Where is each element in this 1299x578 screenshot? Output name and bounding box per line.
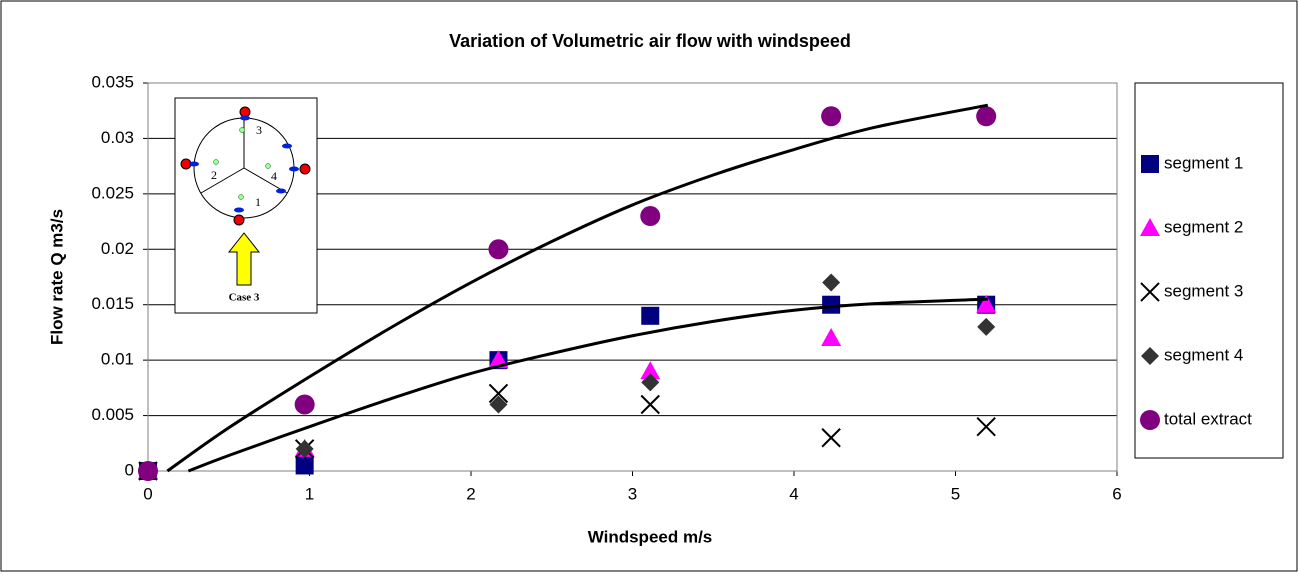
x-tick-label: 4 (789, 484, 798, 503)
marker-square (1141, 155, 1159, 173)
plot-border (147, 82, 1118, 472)
legend-label: segment 4 (1164, 345, 1243, 364)
legend-label: segment 2 (1164, 217, 1243, 236)
x-tick-label: 5 (951, 484, 960, 503)
x-tick-label: 0 (143, 484, 152, 503)
marker-circle (821, 106, 842, 127)
marker-circle (1140, 410, 1160, 430)
marker-square (641, 306, 660, 325)
marker-triangle (821, 327, 842, 346)
inset-label: 1 (255, 195, 261, 209)
inset-dot (299, 163, 311, 175)
x-tick-label: 1 (305, 484, 314, 503)
legend-box (1134, 82, 1284, 459)
inset-label: 3 (256, 123, 262, 137)
plot-area: 0 0.005 0.01 0.015 0.02 0.025 0.03 0.035 0 1 2 3 4 5 6 (91, 72, 1121, 503)
marker-diamond (977, 317, 996, 336)
marker-circle (640, 206, 661, 227)
inset-dot (276, 188, 286, 194)
inset-dot (238, 194, 244, 200)
x-tick-label: 2 (466, 484, 475, 503)
marker-cross (976, 416, 996, 437)
inset-dot (265, 163, 271, 169)
inset-dot (233, 214, 245, 226)
legend-label: segment 1 (1164, 153, 1243, 172)
marker-cross (488, 383, 509, 404)
x-axis-label: Windspeed m/s (588, 527, 713, 546)
y-tick-label: 0.035 (91, 72, 134, 91)
inset-caption: Case 3 (229, 292, 260, 304)
legend-label: total extract (1164, 409, 1252, 428)
inset-label: 4 (271, 169, 277, 183)
marker-diamond (295, 439, 314, 458)
inset-dot (240, 115, 250, 121)
marker-diamond (489, 395, 508, 414)
marker-triangle (1140, 218, 1160, 236)
y-tick-label: 0.005 (91, 405, 134, 424)
marker-square (295, 456, 314, 475)
marker-square (822, 295, 841, 314)
inset-dot (189, 161, 199, 167)
y-tick-label: 0.025 (91, 183, 134, 202)
trendline (166, 103, 989, 473)
y-tick-label: 0 (125, 460, 134, 479)
inset-dot (282, 143, 292, 149)
y-axis-label: Flow rate Q m3/s (47, 209, 66, 345)
inset-dot (289, 166, 299, 172)
marker-circle (294, 394, 315, 415)
marker-cross (640, 394, 660, 415)
chart-title: Variation of Volumetric air flow with wi… (449, 31, 851, 51)
marker-circle (488, 239, 509, 260)
trendline (187, 297, 988, 473)
marker-circle (138, 461, 158, 481)
y-tick-label: 0.015 (91, 294, 134, 313)
marker-triangle (640, 361, 661, 380)
inset-arrow (227, 232, 261, 286)
legend-label: segment 3 (1164, 281, 1243, 300)
inset-diagram: 3 2 4 1 Case 3 (174, 97, 318, 314)
marker-triangle (976, 294, 997, 313)
inset-dot (213, 159, 219, 165)
marker-diamond (1141, 347, 1159, 365)
y-tick-label: 0.02 (101, 239, 134, 258)
x-tick-label: 3 (628, 484, 637, 503)
y-tick-label: 0.01 (101, 350, 134, 369)
inset-dot (239, 127, 245, 133)
y-tick-label: 0.03 (101, 128, 134, 147)
inset-divider (200, 167, 245, 194)
x-tick-label: 6 (1112, 484, 1121, 503)
marker-diamond (641, 373, 660, 392)
marker-cross (821, 428, 841, 448)
inset-label: 2 (211, 168, 217, 182)
marker-circle (976, 106, 997, 127)
marker-cross (1140, 282, 1160, 302)
inset-dot (234, 207, 244, 213)
marker-diamond (822, 273, 841, 292)
